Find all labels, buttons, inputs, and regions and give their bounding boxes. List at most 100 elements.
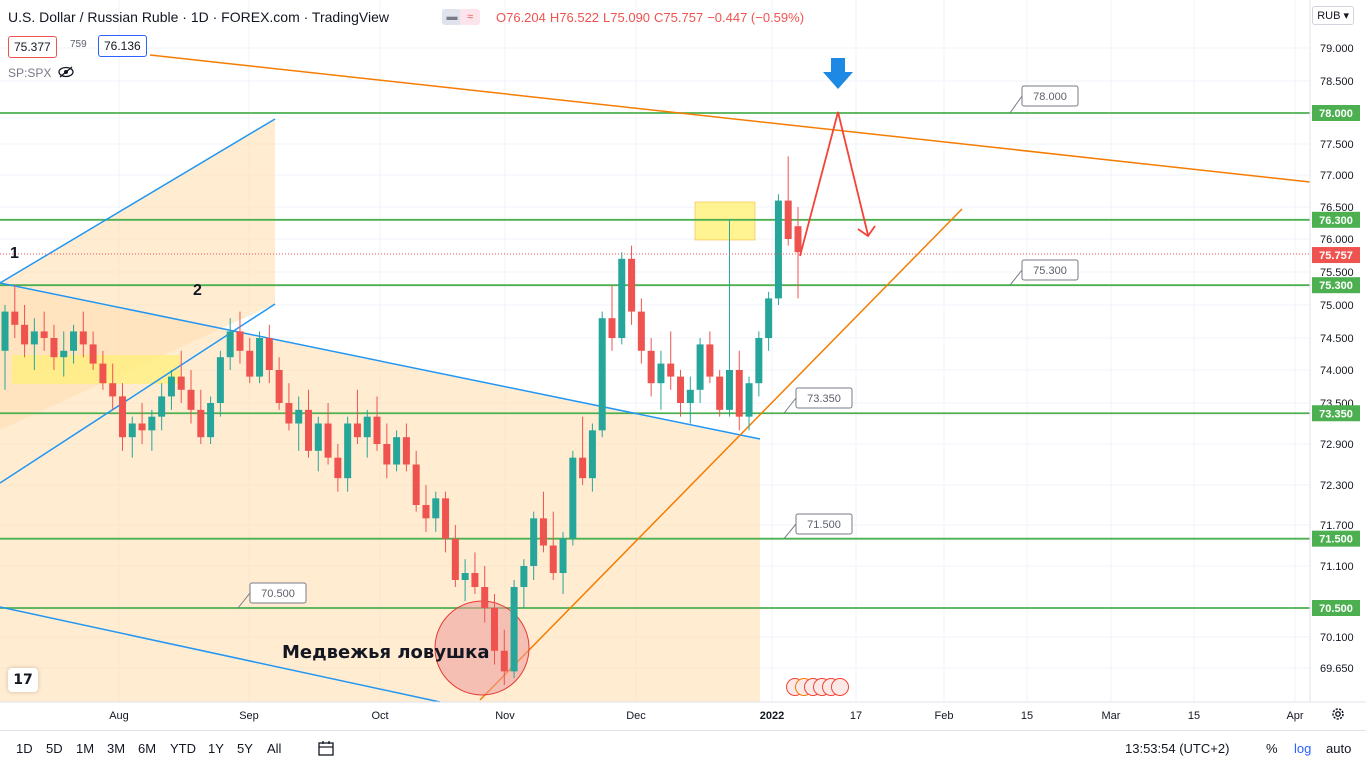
currency-selector[interactable]: RUB ▾: [1312, 6, 1354, 25]
candle: [657, 350, 665, 410]
calendar-goto-icon[interactable]: [318, 740, 334, 756]
level-callout[interactable]: 78.000: [1009, 85, 1079, 114]
candle: [187, 370, 195, 424]
range-1y[interactable]: 1Y: [208, 741, 224, 756]
close-value: C75.757: [654, 10, 704, 25]
forecast-arrowhead: [857, 225, 876, 238]
candle: [30, 318, 38, 370]
candle: [265, 324, 273, 384]
level-callout-text: 71.500: [807, 519, 841, 531]
eye-hidden-icon[interactable]: [58, 66, 74, 78]
candle: [647, 338, 655, 397]
candle: [99, 350, 107, 390]
candle: [765, 291, 773, 351]
price-chart[interactable]: 78.000 75.300 73.350 71.500 70.500 1 2 Медве…: [0, 0, 1366, 730]
time-tick-label: Oct: [371, 710, 388, 722]
candle: [451, 525, 459, 587]
level-callout[interactable]: 71.500: [783, 513, 853, 539]
candle: [539, 491, 547, 553]
sell-button[interactable]: 75.377: [8, 36, 57, 58]
candle: [226, 318, 234, 370]
time-tick-label: Nov: [495, 710, 515, 722]
candle: [177, 350, 185, 403]
candle: [118, 383, 126, 451]
candle: [207, 396, 215, 444]
candle: [89, 331, 97, 370]
range-1d[interactable]: 1D: [16, 741, 33, 756]
candle: [598, 311, 606, 438]
price-tick-label: 72.300: [1320, 480, 1354, 492]
candle: [677, 370, 685, 417]
level-callout[interactable]: 70.500: [237, 582, 307, 609]
range-all[interactable]: All: [267, 741, 282, 756]
time-tick-label: 17: [850, 710, 862, 722]
currency-label: RUB: [1317, 10, 1341, 22]
buy-button[interactable]: 76.136: [98, 35, 147, 57]
candle: [628, 245, 636, 325]
level-callout[interactable]: 75.300: [1009, 259, 1079, 286]
candle: [11, 285, 19, 338]
price-tag-text: 71.500: [1319, 534, 1353, 546]
flag-icon[interactable]: [831, 678, 849, 696]
candle: [745, 376, 753, 431]
spread-value: 759: [70, 39, 87, 50]
price-tick-label: 69.650: [1320, 663, 1354, 675]
descending-resistance-line: [149, 54, 1311, 183]
price-tag: 73.350: [1312, 405, 1360, 422]
level-callout-text: 73.350: [807, 393, 841, 405]
candle: [471, 552, 479, 594]
clock-timezone[interactable]: 13:53:54 (UTC+2): [1125, 741, 1230, 756]
candle: [1, 305, 9, 390]
level-callout-text: 70.500: [261, 588, 295, 600]
price-tick-label: 76.500: [1320, 202, 1354, 214]
percent-toggle[interactable]: %: [1266, 741, 1278, 756]
candle: [295, 396, 303, 451]
settings-gear-icon[interactable]: [1330, 706, 1346, 722]
candle: [148, 409, 156, 451]
highlight-zone-right: [694, 201, 756, 241]
wave-1-label: 1: [10, 245, 19, 262]
time-tick-label: Apr: [1286, 710, 1303, 722]
candle: [50, 324, 58, 370]
log-toggle[interactable]: log: [1294, 741, 1312, 756]
candle: [79, 311, 87, 358]
candle: [246, 338, 254, 384]
candle: [324, 403, 332, 465]
time-axis: Aug Sep Oct Nov Dec 2022 17 Feb 15 Mar 15 Apr: [109, 710, 1304, 722]
level-callout[interactable]: 73.350: [783, 387, 853, 414]
level-labels: 78.000 75.300 73.350 71.500 70.500: [237, 85, 1079, 609]
price-tick-label: 70.100: [1320, 632, 1354, 644]
range-6m[interactable]: 6M: [138, 741, 157, 756]
price-tag-text: 76.300: [1319, 215, 1353, 227]
bottom-toolbar: [0, 730, 1366, 769]
ohlc-values: O76.204 H76.522 L75.090 C75.757 −0.447 (−0.5…: [496, 10, 808, 25]
auto-toggle[interactable]: auto: [1326, 741, 1352, 756]
candle: [60, 331, 68, 377]
price-tick-label: 72.900: [1320, 439, 1354, 451]
candle: [402, 423, 410, 472]
current-price-tag: 75.757: [1312, 247, 1360, 264]
candle: [716, 370, 724, 417]
wave-icon[interactable]: ≈: [460, 9, 480, 25]
range-1m[interactable]: 1M: [76, 741, 95, 756]
range-5y[interactable]: 5Y: [237, 741, 253, 756]
candle: [569, 450, 577, 546]
candle: [275, 357, 283, 410]
time-tick-label: 15: [1021, 710, 1033, 722]
candle: [491, 594, 499, 665]
candle: [393, 430, 401, 472]
tradingview-logo-icon[interactable]: 17: [8, 668, 38, 692]
range-3m[interactable]: 3M: [107, 741, 126, 756]
candle: [608, 285, 616, 351]
range-5d[interactable]: 5D: [46, 741, 63, 756]
bear-trap-label: Медвежья ловушка: [282, 642, 490, 663]
compare-symbol[interactable]: SP:SPX: [8, 66, 52, 80]
candle: [706, 331, 714, 384]
price-tick-label: 77.500: [1320, 139, 1354, 151]
price-tag-text: 78.000: [1319, 108, 1353, 120]
price-tag-text: 70.500: [1319, 603, 1353, 615]
price-tick-label: 74.000: [1320, 365, 1354, 377]
range-ytd[interactable]: YTD: [170, 741, 196, 756]
hide-icon[interactable]: ▬: [442, 9, 462, 25]
candle: [70, 324, 78, 364]
